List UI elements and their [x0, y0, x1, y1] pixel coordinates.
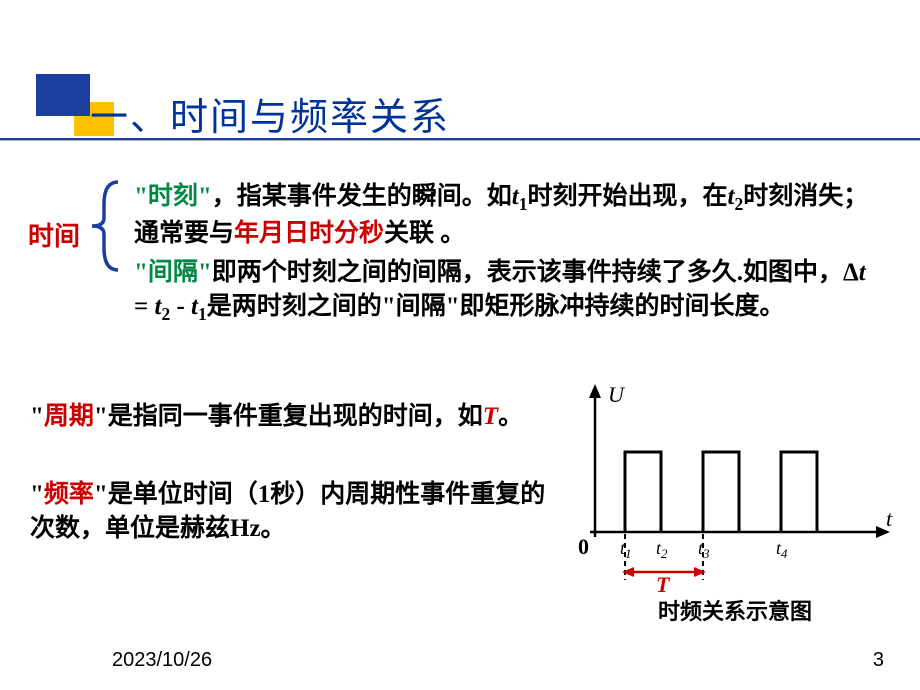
interval-text-2: 是两时刻之间的"间隔"即矩形脉冲持续的时间长度。 — [207, 293, 785, 320]
tick-t4: t4 — [776, 538, 788, 561]
tick-t3: t3 — [698, 538, 710, 561]
interval-text-1: 即两个时刻之间的间隔，表示该事件持续了多久.如图中， — [212, 259, 843, 286]
period-T: T — [483, 403, 498, 430]
moment-text-4: 关联 。 — [384, 220, 465, 247]
definition-interval: "间隔"即两个时刻之间的间隔，表示该事件持续了多久.如图中，Δt = t2 - … — [134, 256, 874, 326]
period-pre: " — [30, 403, 44, 430]
moment-datetime-red: 年月日时分秒 — [234, 220, 384, 247]
footer-date: 2023/10/26 — [112, 649, 212, 672]
definition-frequency: "频率"是单位时间（1秒）内周期性事件重复的次数，单位是赫兹Hz。 — [30, 478, 570, 546]
time-label: 时间 — [28, 216, 80, 253]
tick-t1: t1 — [620, 538, 632, 561]
freq-pre: " — [30, 481, 44, 508]
period-post: 。 — [498, 403, 523, 430]
definition-moment: "时刻"，指某事件发生的瞬间。如t1时刻开始出现，在t2时刻消失；通常要与年月日… — [134, 180, 874, 250]
u-axis-label: U — [608, 382, 626, 407]
brace-icon — [86, 180, 126, 272]
t-axis-label: t — [886, 506, 893, 531]
tick-t2: t2 — [656, 538, 668, 561]
period-text: "是指同一事件重复出现的时间，如 — [94, 403, 483, 430]
freq-text: "是单位时间（1秒）内周期性事件重复的次数，单位是赫兹Hz。 — [30, 481, 545, 542]
moment-text-2: 时刻开始出现，在 — [527, 183, 727, 210]
heading-underline — [0, 138, 920, 141]
pulse-diagram: U t 0 t1 t2 t3 t4 T — [570, 382, 900, 622]
slide-heading: 一、时间与频率关系 — [90, 86, 450, 141]
definition-period: "周期"是指同一事件重复出现的时间，如T。 — [30, 400, 570, 434]
interval-quote: "间隔" — [134, 259, 212, 286]
origin-label: 0 — [578, 534, 589, 559]
period-red: 周期 — [44, 403, 94, 430]
moment-quote: "时刻" — [134, 183, 212, 210]
footer-page-number: 3 — [873, 649, 884, 672]
t1-symbol: t1 — [512, 183, 528, 210]
moment-text-1: ，指某事件发生的瞬间。如 — [212, 183, 512, 210]
freq-red: 频率 — [44, 481, 94, 508]
t2-symbol: t2 — [728, 183, 744, 210]
diagram-caption: 时频关系示意图 — [580, 594, 890, 626]
